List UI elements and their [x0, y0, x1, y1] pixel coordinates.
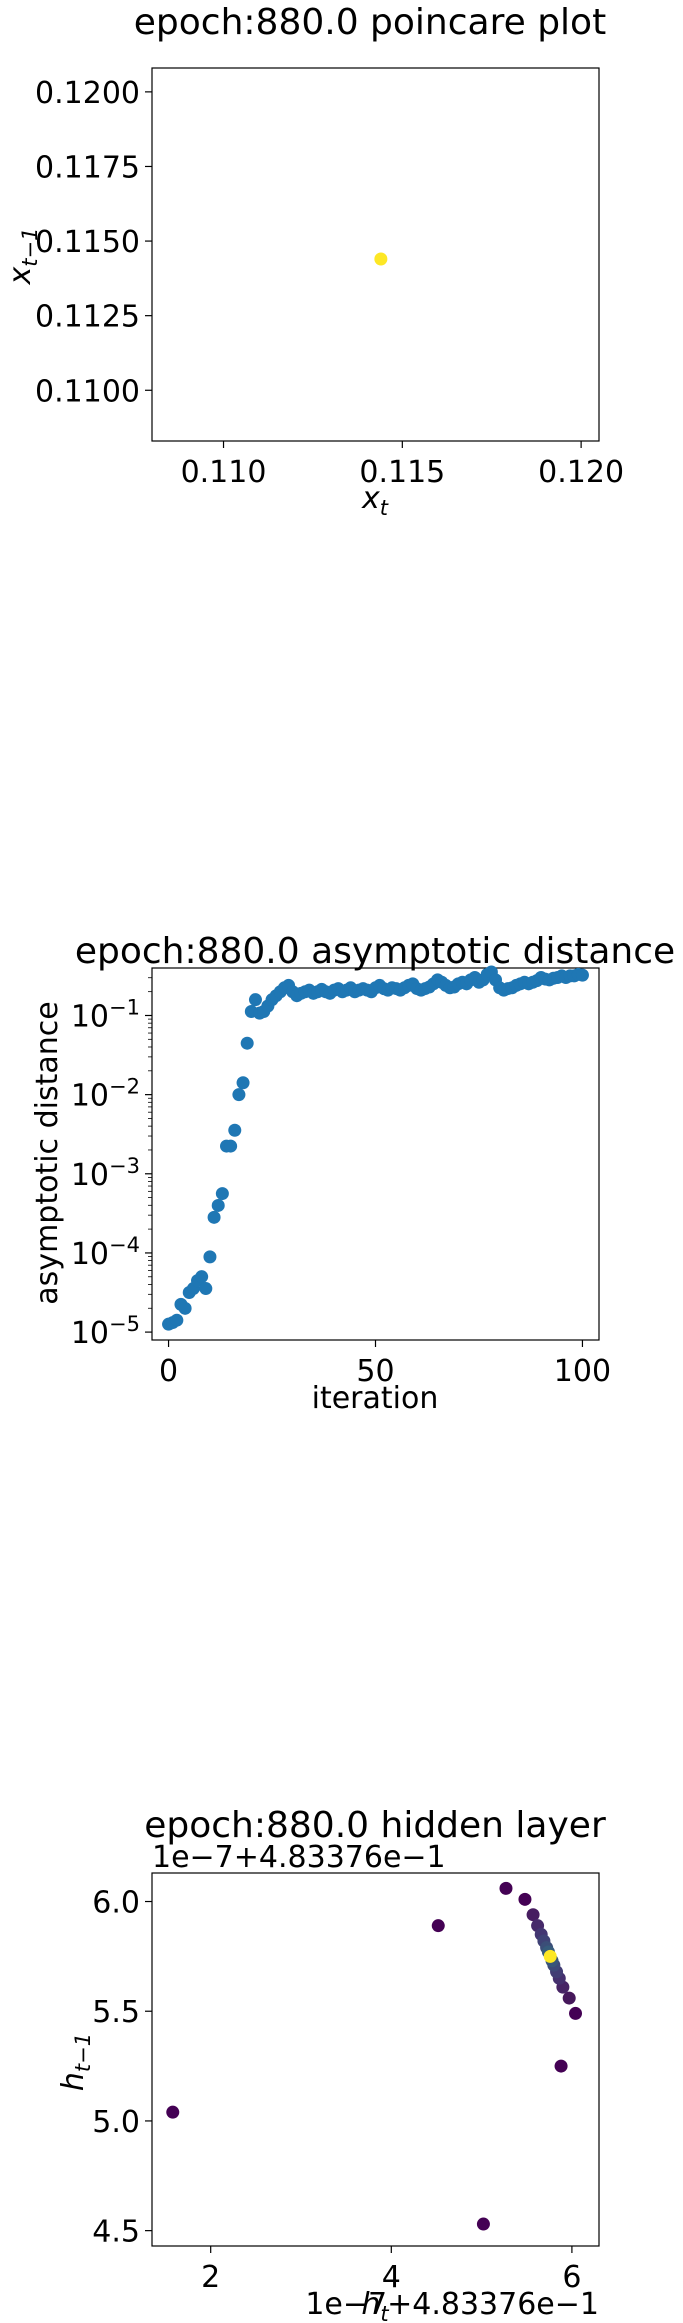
data-point — [562, 1991, 576, 2005]
y-tick-label: 0.1150 — [35, 225, 140, 260]
data-point — [215, 1187, 229, 1201]
data-point — [499, 1881, 513, 1895]
data-point — [199, 1282, 213, 1296]
data-point — [203, 1250, 217, 1264]
x-tick-label: 50 — [356, 1354, 394, 1389]
data-point — [178, 1301, 192, 1315]
data-point — [431, 1919, 445, 1933]
plot-frame — [151, 967, 600, 1341]
x-offset-label: 1e−7+4.83376e−1 — [305, 2287, 599, 2322]
data-point — [543, 1949, 557, 1963]
data-point — [170, 1313, 184, 1327]
y-tick-label: 0.1125 — [35, 300, 140, 335]
data-point — [195, 1270, 209, 1284]
data-point — [240, 1036, 254, 1050]
y-tick-label: 10−1 — [71, 995, 140, 1034]
y-tick-label: 0.1100 — [35, 374, 140, 409]
plot-frame — [151, 67, 600, 442]
y-tick-label: 10−3 — [71, 1154, 140, 1193]
data-point — [374, 252, 388, 266]
y-axis-label: xt−1 — [3, 228, 42, 286]
y-tick-label: 10−5 — [71, 1312, 140, 1351]
chart-title: epoch:880.0 poincare plot — [134, 2, 606, 43]
plot-frame — [151, 1872, 600, 2247]
y-axis-label: asymptotic distance — [30, 1001, 65, 1304]
data-point — [248, 993, 262, 1007]
data-point — [554, 2059, 568, 2073]
hidden-layer-chart: epoch:880.0 hidden layer 1e−7+4.83376e−1… — [56, 1805, 606, 2323]
y-tick-label: 5.0 — [92, 2105, 140, 2140]
data-point — [211, 1198, 225, 1212]
x-tick-label: 0 — [159, 1354, 178, 1389]
x-tick-label: 2 — [201, 2260, 220, 2295]
x-tick-label: 4 — [382, 2260, 401, 2295]
y-tick-label: 0.1200 — [35, 76, 140, 111]
x-tick-label: 0.115 — [359, 455, 445, 490]
y-tick-label: 4.5 — [92, 2215, 140, 2250]
asymptotic-distance-chart: epoch:880.0 asymptotic distance 10−5 10−4… — [30, 931, 675, 1416]
data-point — [232, 1088, 246, 1102]
x-axis-label: iteration — [312, 1381, 439, 1416]
data-point — [476, 2217, 490, 2231]
chart-title: epoch:880.0 hidden layer — [144, 1805, 606, 1846]
y-tick-label: 6.0 — [92, 1886, 140, 1921]
y-tick-label: 10−2 — [71, 1075, 140, 1114]
data-point — [569, 2006, 583, 2020]
poincare-chart: epoch:880.0 poincare plot 0.1100 0.1125 0.… — [3, 2, 624, 520]
data-point — [224, 1139, 238, 1153]
data-point — [526, 1908, 540, 1922]
y-offset-label: 1e−7+4.83376e−1 — [152, 1840, 446, 1875]
data-point — [575, 968, 589, 982]
data-point — [166, 2105, 180, 2119]
x-tick-label: 100 — [554, 1354, 611, 1389]
data-point — [207, 1210, 221, 1224]
x-tick-label: 0.120 — [538, 455, 624, 490]
chart-title: epoch:880.0 asymptotic distance — [75, 931, 675, 972]
data-point — [518, 1892, 532, 1906]
y-tick-label: 10−4 — [71, 1233, 140, 1272]
x-tick-label: 0.110 — [181, 455, 267, 490]
y-axis-label: ht−1 — [56, 2033, 95, 2091]
x-tick-label: 6 — [562, 2260, 581, 2295]
data-point — [228, 1123, 242, 1137]
y-tick-label: 0.1175 — [35, 150, 140, 185]
data-point — [236, 1076, 250, 1090]
y-tick-label: 5.5 — [92, 1995, 140, 2030]
